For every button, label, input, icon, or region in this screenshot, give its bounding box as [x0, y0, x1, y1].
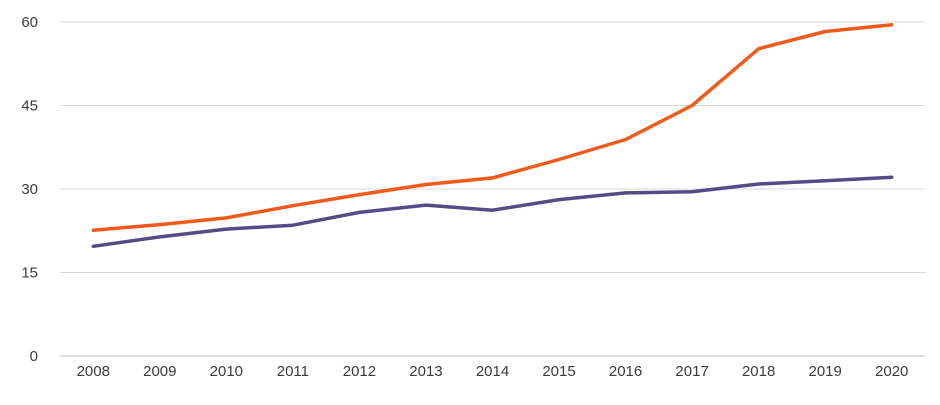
series-line-2 — [91, 175, 894, 249]
series-line-1 — [91, 23, 894, 232]
x-tick-label: 2012 — [343, 363, 376, 380]
y-tick-label: 45 — [21, 98, 38, 115]
x-tick-label: 2009 — [143, 363, 176, 380]
series-lines — [91, 23, 894, 249]
y-axis-ticks: 0 15 30 45 60 — [21, 14, 38, 365]
x-tick-label: 2016 — [609, 363, 642, 380]
x-axis-ticks: 2008 2009 2010 2011 2012 2013 2014 2015 2016 2017… — [77, 363, 909, 380]
y-tick-label: 60 — [21, 14, 38, 31]
x-tick-label: 2010 — [210, 363, 243, 380]
x-tick-label: 2017 — [675, 363, 708, 380]
gridlines — [60, 21, 925, 357]
x-tick-label: 2015 — [542, 363, 575, 380]
x-tick-label: 2019 — [809, 363, 842, 380]
x-tick-label: 2020 — [875, 363, 908, 380]
y-tick-label: 30 — [21, 181, 38, 198]
x-tick-label: 2018 — [742, 363, 775, 380]
y-tick-label: 0 — [30, 348, 38, 365]
x-tick-label: 2013 — [409, 363, 442, 380]
x-tick-label: 2011 — [277, 363, 309, 380]
x-tick-label: 2014 — [476, 363, 509, 380]
x-tick-label: 2008 — [77, 363, 110, 380]
y-tick-label: 15 — [21, 265, 38, 282]
